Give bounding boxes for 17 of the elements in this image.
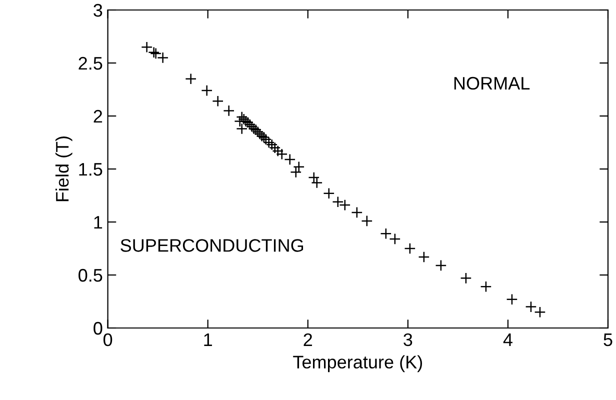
y-tick-label: 1 <box>94 216 102 229</box>
y-tick-label: 0.5 <box>78 268 102 282</box>
y-tick-label: 1.5 <box>79 163 102 176</box>
x-tick-label: 4 <box>503 334 512 346</box>
annotation: NORMAL <box>454 76 530 90</box>
y-tick-label: 2 <box>94 110 102 123</box>
x-tick-label: 5 <box>604 334 612 346</box>
x-tick-label: 0 <box>103 333 112 346</box>
y-axis-title: Field (T) <box>55 136 72 202</box>
x-tick-label: 3 <box>404 333 412 346</box>
x-tick-label: 2 <box>304 333 312 346</box>
y-tick-label: 3 <box>94 4 102 17</box>
annotation: SUPERCONDUCTING <box>120 239 304 252</box>
y-tick-label: 0 <box>94 322 102 335</box>
x-tick-label: 1 <box>204 334 212 346</box>
x-axis-title: Temperature (K) <box>293 355 422 372</box>
y-tick-label: 2.5 <box>78 56 102 70</box>
